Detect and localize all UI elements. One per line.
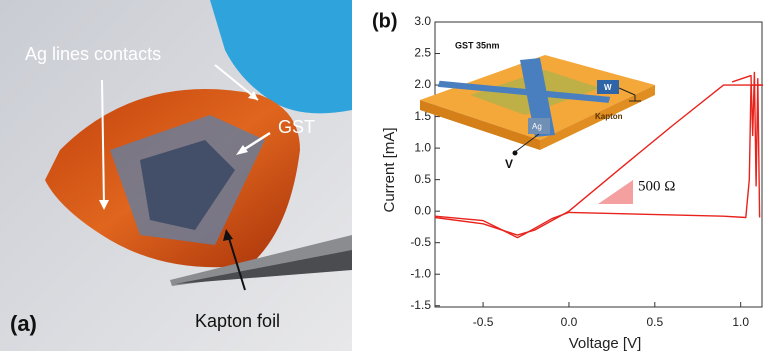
annotation: 500 Ω (638, 178, 675, 194)
y-tick-label: -1.0 (410, 266, 431, 280)
inset-label: W (604, 83, 612, 92)
y-tick-label: -0.5 (410, 235, 431, 249)
photo (0, 0, 352, 351)
x-tick-label: 0.5 (646, 315, 663, 329)
x-axis-label: Voltage [V] (569, 335, 642, 351)
inset-label: V (505, 157, 513, 171)
y-tick-label: 3.0 (414, 14, 431, 28)
iv-curve (434, 84, 763, 239)
x-tick-label: -0.5 (473, 315, 494, 329)
inset-label: Kapton (595, 112, 623, 121)
slope-triangle (598, 180, 633, 204)
inset-label: GST 35nm (455, 40, 500, 50)
y-tick-label: -1.5 (410, 298, 431, 312)
y-tick-label: 1.0 (414, 140, 431, 154)
y-tick-label: 0.0 (414, 203, 431, 217)
x-tick-label: 0.0 (561, 315, 578, 329)
annotation: Kapton foil (195, 311, 280, 331)
y-axis-label: Current [mA] (381, 127, 398, 212)
iv-curve (731, 71, 761, 218)
y-tick-label: 2.5 (414, 46, 431, 60)
panel-label: (a) (10, 311, 37, 336)
y-tick-label: 0.5 (414, 172, 431, 186)
annotation: GST (278, 117, 315, 137)
inset-label: Ag (532, 122, 542, 131)
inset (420, 55, 655, 156)
plot-area: 3.02.52.01.51.00.50.0-0.5-1.0-1.5-0.5 0.0… (410, 14, 763, 329)
annotation: Ag lines contacts (25, 44, 161, 64)
panel-label: (b) (372, 10, 398, 32)
y-tick-label: 2.0 (414, 77, 431, 91)
iv-curve (434, 84, 763, 236)
x-tick-label: 1.0 (732, 315, 749, 329)
plot-frame (434, 21, 763, 308)
